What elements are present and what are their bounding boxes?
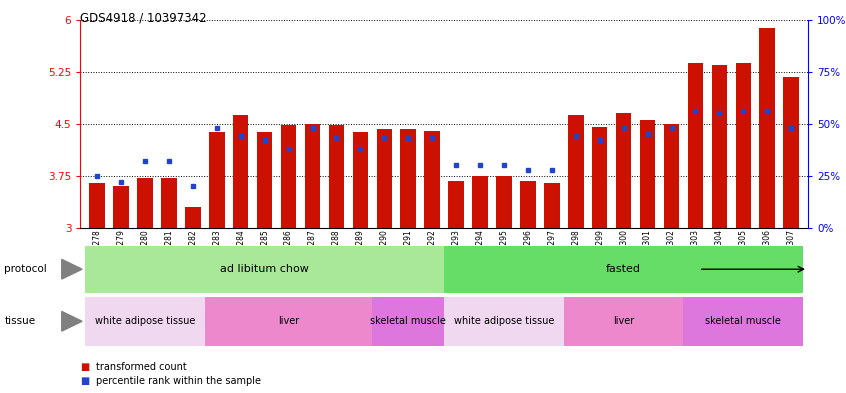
Bar [329,125,344,228]
Bar [305,124,321,228]
Text: fasted: fasted [606,264,641,274]
Bar [520,181,536,228]
Bar [161,178,177,228]
Bar [664,124,679,228]
Bar [85,297,205,346]
Text: liver: liver [278,316,299,326]
Bar [444,246,803,293]
Text: liver: liver [613,316,634,326]
Text: GDS4918 / 10397342: GDS4918 / 10397342 [80,12,207,25]
Bar [783,77,799,228]
Bar [444,297,563,346]
Bar [205,297,372,346]
Bar [400,129,416,228]
Bar [760,28,775,228]
Bar [448,182,464,228]
Text: ■: ■ [80,376,90,386]
Text: protocol: protocol [4,264,47,274]
Text: skeletal muscle: skeletal muscle [371,316,446,326]
Bar [563,297,684,346]
Text: white adipose tissue: white adipose tissue [453,316,554,326]
Bar [497,176,512,228]
Bar [372,297,444,346]
Bar [688,63,703,228]
Text: ■: ■ [80,362,90,373]
Bar [233,116,249,228]
Bar [137,178,153,228]
Bar [113,186,129,228]
Bar [640,120,656,228]
Bar [376,129,392,228]
Bar [257,132,272,228]
Bar [472,176,488,228]
Text: percentile rank within the sample: percentile rank within the sample [96,376,261,386]
Text: white adipose tissue: white adipose tissue [95,316,195,326]
Text: tissue: tissue [4,316,36,326]
Bar [425,131,440,228]
Bar [568,116,584,228]
Bar [616,114,631,228]
Bar [90,183,105,228]
Bar [281,125,296,228]
Text: transformed count: transformed count [96,362,186,373]
Bar [684,297,803,346]
Bar [209,132,224,228]
Bar [185,207,201,228]
Bar [592,127,607,228]
Bar [735,63,751,228]
Bar [544,183,559,228]
Bar [711,65,728,228]
Text: skeletal muscle: skeletal muscle [706,316,781,326]
Bar [353,132,368,228]
Text: ad libitum chow: ad libitum chow [220,264,309,274]
Bar [85,246,444,293]
